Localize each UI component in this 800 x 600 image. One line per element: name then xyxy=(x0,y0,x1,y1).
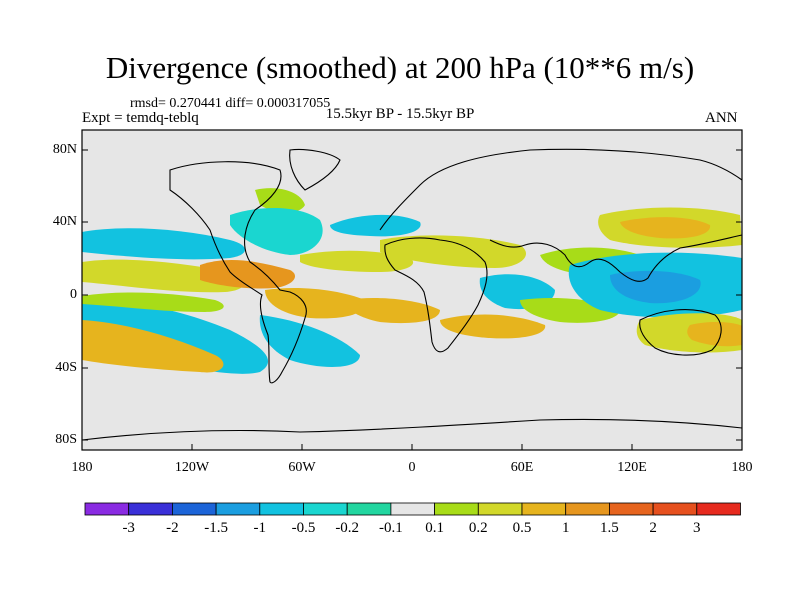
colorbar-swatch xyxy=(346,502,392,516)
colorbar-swatch xyxy=(303,502,348,516)
colorbar-swatch xyxy=(434,502,479,516)
contour-atlantic-blue xyxy=(330,214,421,237)
lat-tick-label: 40N xyxy=(52,214,77,229)
contour-africa-green xyxy=(380,235,526,268)
stats-label: rmsd= 0.270441 diff= 0.000317055 xyxy=(130,96,331,111)
colorbar-tick-label: -1.5 xyxy=(204,520,228,536)
colorbar-swatch xyxy=(609,502,654,516)
contour-indian-orange xyxy=(440,314,546,339)
colorbar-tick-label: -2 xyxy=(166,520,179,536)
colorbar-tick-label: -3 xyxy=(122,520,135,536)
lat-tick-label: 80N xyxy=(52,142,77,157)
lat-tick-label: 0 xyxy=(70,287,77,302)
lon-tick-label: 60E xyxy=(510,460,534,475)
colorbar-swatch xyxy=(84,502,130,516)
lon-tick-label: 120W xyxy=(174,460,210,475)
colorbar-swatch xyxy=(652,502,698,516)
colorbar-swatch xyxy=(390,502,435,516)
coast-eurasia xyxy=(379,148,743,282)
colorbar-tick-label: 2 xyxy=(649,520,657,536)
lat-tick-label: 40S xyxy=(55,360,77,375)
colorbar-swatch xyxy=(171,502,217,516)
colorbar-tick-label: -0.2 xyxy=(335,520,360,536)
period-label: 15.5kyr BP - 15.5kyr BP xyxy=(325,106,475,122)
colorbar-tick-label: 0.5 xyxy=(512,520,532,536)
colorbar-tick-label: 3 xyxy=(693,520,701,536)
season-label: ANN xyxy=(705,110,738,126)
contour-south-pacific-orange xyxy=(82,320,224,373)
coast-antarctica xyxy=(81,418,743,441)
colorbar xyxy=(84,502,741,516)
colorbar-swatch xyxy=(696,502,741,516)
colorbar-swatch xyxy=(259,502,304,516)
coastlines xyxy=(81,148,743,441)
contour-australia-orange xyxy=(687,322,742,347)
colorbar-tick-label: 0.2 xyxy=(468,520,488,536)
lon-tick-label: 60W xyxy=(288,460,316,475)
colorbar-tick-label: -1 xyxy=(253,520,267,536)
colorbar-tick-label: -0.5 xyxy=(291,520,316,536)
lon-tick-label: 0 xyxy=(408,460,416,475)
contour-north-west-pacific-orange xyxy=(620,217,711,239)
contour-central-america-orange xyxy=(200,260,295,289)
coast-australia xyxy=(639,309,722,356)
colorbar-tick-label: 1 xyxy=(561,520,570,536)
experiment-label: Expt = temdq-teblq xyxy=(82,110,199,126)
contour-south-pacific-green xyxy=(82,292,224,312)
colorbar-swatch xyxy=(477,502,523,516)
colorbar-tick-label: 0.1 xyxy=(425,520,444,536)
contour-south-atlantic-orange xyxy=(345,298,440,324)
coast-greenland xyxy=(289,148,341,191)
colorbar-swatch xyxy=(215,502,261,516)
colorbar-swatch xyxy=(565,502,610,516)
lon-tick-label: 180 xyxy=(731,460,753,475)
contour-south-america-orange xyxy=(265,288,366,319)
contour-north-atlantic-green xyxy=(255,188,305,213)
coast-africa xyxy=(384,237,488,353)
contour-north-pacific-blue xyxy=(82,228,245,260)
page-title: Divergence (smoothed) at 200 hPa (10**6 … xyxy=(105,50,695,85)
lon-tick-label: 120E xyxy=(617,460,647,475)
colorbar-swatch xyxy=(128,502,173,516)
colorbar-swatch xyxy=(521,502,567,516)
lat-tick-marks xyxy=(82,149,742,441)
lon-tick-marks xyxy=(81,444,743,450)
contour-south-atlantic-blue xyxy=(259,315,360,367)
coast-north-america xyxy=(169,161,307,384)
lon-tick-label: 180 xyxy=(71,460,93,475)
contour-atlantic-green-band xyxy=(300,250,414,272)
colorbar-tick-label: 1.5 xyxy=(600,520,619,536)
contour-fields xyxy=(82,188,742,374)
colorbar-tick-label: -0.1 xyxy=(379,520,403,536)
contour-north-america-blue xyxy=(230,208,323,255)
contour-west-pacific-deep-blue xyxy=(610,270,701,304)
lat-tick-label: 80S xyxy=(55,432,77,447)
